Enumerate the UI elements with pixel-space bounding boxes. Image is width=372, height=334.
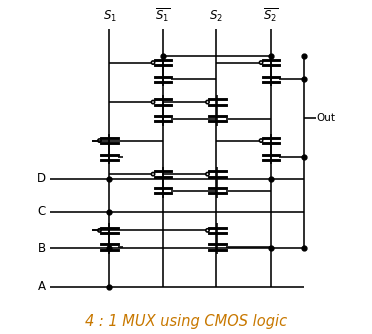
Text: B: B [38,242,46,255]
Text: C: C [38,205,46,218]
Text: D: D [36,172,46,185]
Text: $S_1$: $S_1$ [103,9,116,24]
Text: A: A [38,280,46,293]
Text: Out: Out [317,113,336,123]
Text: $\overline{S_1}$: $\overline{S_1}$ [155,6,170,24]
Text: $\overline{S_2}$: $\overline{S_2}$ [263,6,278,24]
Text: $S_2$: $S_2$ [209,9,223,24]
Text: 4 : 1 MUX using CMOS logic: 4 : 1 MUX using CMOS logic [85,314,287,329]
